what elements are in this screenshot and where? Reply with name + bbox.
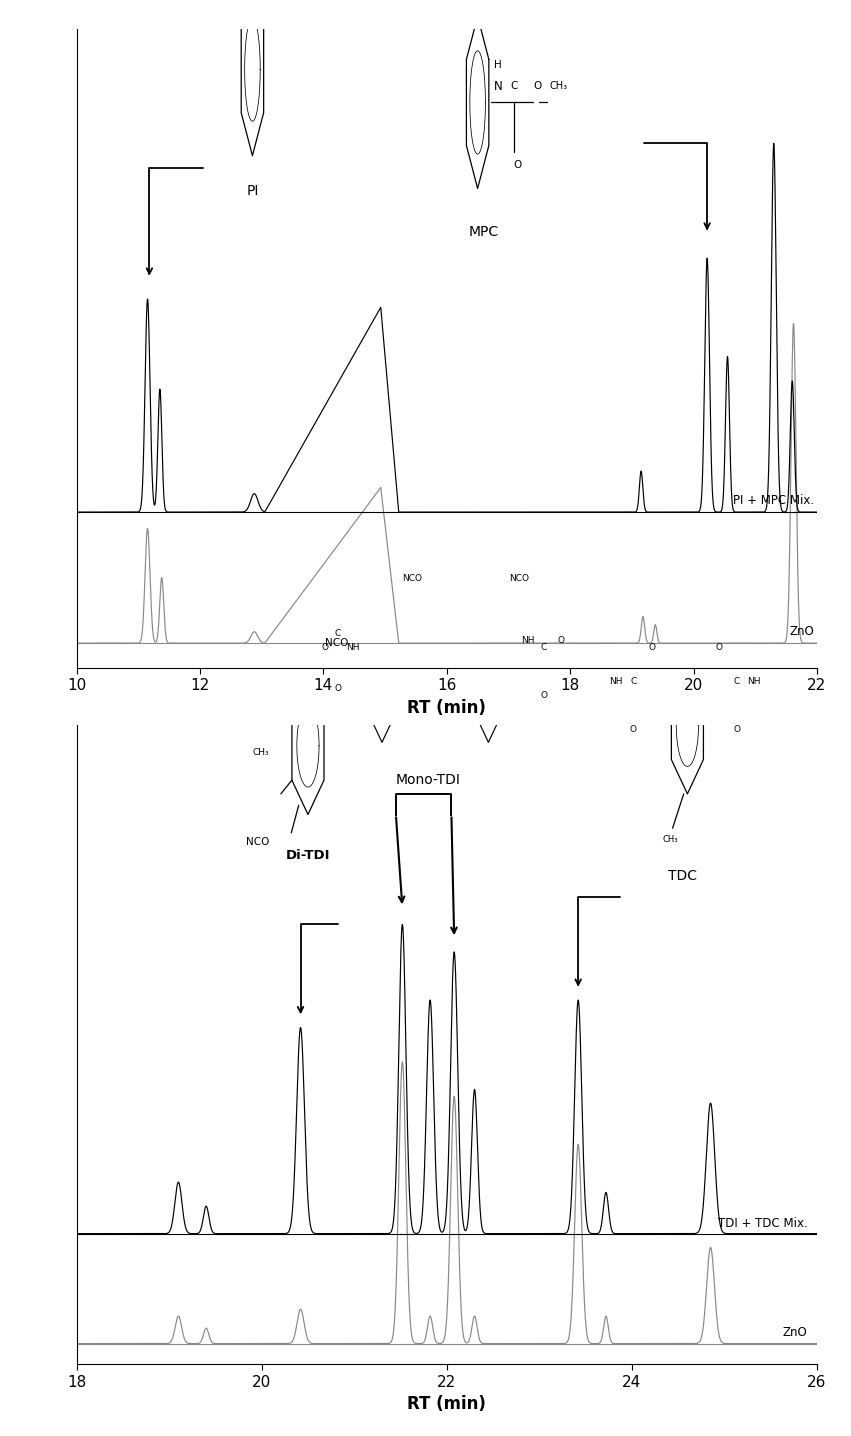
Text: Di-TDI: Di-TDI — [286, 849, 330, 862]
Text: O: O — [557, 636, 565, 645]
Text: PI + MPC Mix.: PI + MPC Mix. — [733, 494, 814, 507]
Text: NH: NH — [346, 642, 359, 652]
Text: ZnO: ZnO — [789, 625, 814, 638]
Text: C: C — [541, 642, 547, 652]
Text: NH: NH — [521, 636, 534, 645]
X-axis label: RT (min): RT (min) — [408, 699, 486, 717]
Text: ZnO: ZnO — [783, 1327, 808, 1340]
Text: C: C — [631, 676, 637, 686]
Text: O: O — [540, 691, 547, 699]
Text: PI: PI — [246, 184, 259, 198]
Text: TDI + TDC Mix.: TDI + TDC Mix. — [718, 1216, 808, 1229]
Text: MPC: MPC — [469, 225, 499, 240]
Text: NCO: NCO — [246, 837, 269, 847]
Text: N: N — [494, 79, 503, 92]
Text: NCO: NCO — [403, 574, 422, 583]
Text: O: O — [630, 725, 637, 734]
Text: O: O — [734, 725, 740, 734]
Text: H: H — [494, 60, 502, 70]
X-axis label: RT (min): RT (min) — [408, 1396, 486, 1413]
Text: NCO: NCO — [324, 638, 348, 648]
Text: CH₃: CH₃ — [663, 836, 678, 844]
Text: O: O — [334, 684, 341, 692]
Text: O: O — [715, 642, 722, 652]
Text: NCO: NCO — [509, 574, 528, 583]
Text: O: O — [648, 642, 655, 652]
Text: O: O — [321, 642, 328, 652]
Text: NH: NH — [747, 676, 761, 686]
Text: C: C — [511, 80, 517, 90]
Text: O: O — [514, 159, 522, 169]
Text: TDC: TDC — [668, 869, 697, 883]
Text: CH₃: CH₃ — [253, 748, 269, 757]
Text: CH₃: CH₃ — [549, 80, 568, 90]
Text: O: O — [534, 80, 542, 90]
Text: C: C — [734, 676, 740, 686]
Text: Mono-TDI: Mono-TDI — [396, 773, 460, 787]
Text: C: C — [334, 629, 340, 638]
Text: NH: NH — [609, 676, 623, 686]
